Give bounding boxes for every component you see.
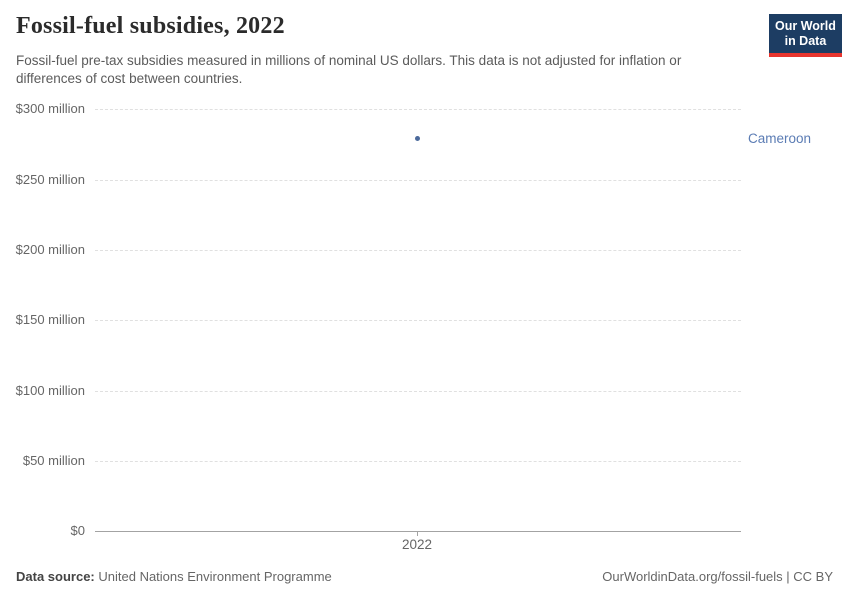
gridline [95,391,741,392]
gridline [95,180,741,181]
owid-logo[interactable]: Our World in Data [769,14,842,57]
data-source-label: Data source: [16,569,95,584]
chart-subtitle: Fossil-fuel pre-tax subsidies measured i… [16,53,682,86]
gridline [95,109,741,110]
chart-title: Fossil-fuel subsidies, 2022 [16,13,285,39]
owid-logo-line1: Our World [775,19,836,33]
gridline [95,250,741,251]
owid-logo-line2: in Data [784,34,827,48]
gridline [95,320,741,321]
y-axis-tick-label: $50 million [22,453,85,468]
series-label-cameroon[interactable]: Cameroon [748,130,812,146]
y-axis-tick-label: $150 million [15,312,85,327]
data-point-cameroon[interactable] [414,136,420,142]
y-axis-tick-label: $300 million [15,101,85,116]
data-source-value: United Nations Environment Programme [98,569,332,584]
y-axis-tick-label: $250 million [15,172,85,187]
data-source-note: Data source: United Nations Environment … [16,569,332,585]
gridline [95,461,741,462]
credit-link[interactable]: OurWorldinData.org/fossil-fuels | CC BY [602,569,833,584]
y-axis-tick-label: $200 million [15,242,85,257]
y-axis-tick-label: $0 [70,523,85,538]
x-axis-tick-label: 2022 [401,537,433,552]
x-axis-tick-mark [417,531,418,536]
x-axis-line [95,531,741,532]
y-axis-tick-label: $100 million [15,383,85,398]
